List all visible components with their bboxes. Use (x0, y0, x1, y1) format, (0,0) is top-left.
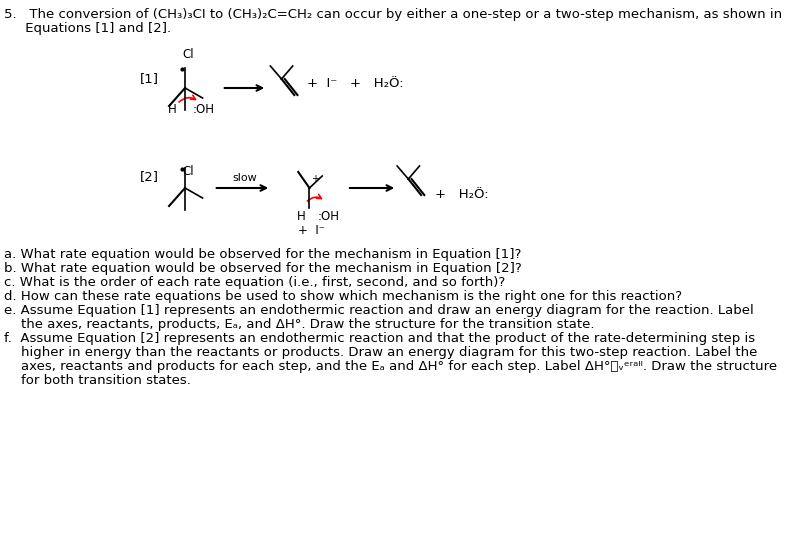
Text: e. Assume Equation [1] represents an endothermic reaction and draw an energy dia: e. Assume Equation [1] represents an end… (4, 304, 754, 317)
Text: +   H₂Ö:: + H₂Ö: (434, 188, 488, 201)
Text: higher in energy than the reactants or products. Draw an energy diagram for this: higher in energy than the reactants or p… (4, 346, 758, 359)
Text: f.  Assume Equation [2] represents an endothermic reaction and that the product : f. Assume Equation [2] represents an end… (4, 332, 755, 345)
Text: Cl: Cl (182, 165, 194, 178)
Text: the axes, reactants, products, Eₐ, and ΔH°. Draw the structure for the transitio: the axes, reactants, products, Eₐ, and Δ… (4, 318, 594, 331)
Text: slow: slow (232, 173, 257, 183)
Text: [2]: [2] (139, 170, 158, 183)
Text: H: H (297, 210, 306, 223)
Text: H: H (167, 103, 176, 116)
Text: Equations [1] and [2].: Equations [1] and [2]. (4, 22, 171, 35)
Text: +  I⁻   +   H₂Ö:: + I⁻ + H₂Ö: (307, 77, 404, 90)
Text: :OH: :OH (318, 210, 339, 223)
Text: +: + (311, 174, 319, 184)
Text: d. How can these rate equations be used to show which mechanism is the right one: d. How can these rate equations be used … (4, 290, 682, 303)
Text: [1]: [1] (139, 72, 158, 85)
Text: Cl: Cl (182, 48, 194, 61)
Text: a. What rate equation would be observed for the mechanism in Equation [1]?: a. What rate equation would be observed … (4, 248, 522, 261)
Text: b. What rate equation would be observed for the mechanism in Equation [2]?: b. What rate equation would be observed … (4, 262, 522, 275)
FancyArrowPatch shape (179, 95, 195, 102)
Text: :OH: :OH (193, 103, 215, 116)
FancyArrowPatch shape (307, 194, 322, 201)
Text: 5.   The conversion of (CH₃)₃CI to (CH₃)₂C=CH₂ can occur by either a one-step or: 5. The conversion of (CH₃)₃CI to (CH₃)₂C… (4, 8, 782, 21)
Text: for both transition states.: for both transition states. (4, 374, 191, 387)
Text: +  I⁻: + I⁻ (298, 224, 326, 237)
Text: axes, reactants and products for each step, and the Eₐ and ΔH° for each step. La: axes, reactants and products for each st… (4, 360, 777, 373)
Text: c. What is the order of each rate equation (i.e., first, second, and so forth)?: c. What is the order of each rate equati… (4, 276, 506, 289)
